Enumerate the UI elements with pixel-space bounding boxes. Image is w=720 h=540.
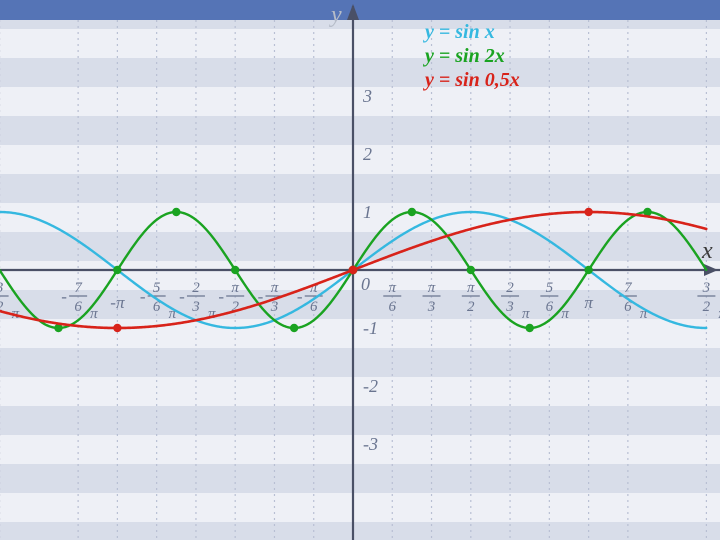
svg-text:5: 5 [546, 280, 554, 296]
grid-band [0, 58, 720, 87]
x-tick-label: -π [110, 293, 125, 312]
curve-marker [113, 324, 121, 332]
svg-text:3: 3 [191, 299, 200, 315]
svg-text:-: - [218, 287, 224, 306]
svg-text:-: - [179, 287, 185, 306]
curve-marker [172, 208, 180, 216]
svg-text:2: 2 [192, 280, 200, 296]
grid-band [0, 174, 720, 203]
curve-marker [467, 266, 475, 274]
origin-label: 0 [361, 274, 370, 294]
grid-band [0, 493, 720, 522]
y-tick-label: 3 [362, 86, 372, 106]
grid-band [0, 348, 720, 377]
svg-text:π: π [428, 280, 436, 296]
svg-text:π: π [584, 293, 593, 312]
svg-text:-π: -π [110, 293, 125, 312]
y-tick-label: 2 [363, 144, 372, 164]
svg-text:3: 3 [702, 280, 711, 296]
svg-text:2: 2 [703, 299, 711, 315]
svg-text:π: π [310, 280, 318, 296]
svg-text:π: π [271, 280, 279, 296]
grid-band [0, 203, 720, 232]
svg-text:2: 2 [506, 280, 514, 296]
y-tick-label: 1 [363, 202, 372, 222]
y-tick-label: -2 [363, 376, 378, 396]
svg-text:3: 3 [427, 299, 436, 315]
header-bar [0, 0, 720, 20]
curve-marker [349, 266, 357, 274]
legend-item: y = sin x [423, 21, 495, 43]
grid-band [0, 87, 720, 116]
grid-band [0, 145, 720, 174]
svg-text:5: 5 [153, 280, 161, 296]
legend-item: y = sin 2x [423, 45, 505, 67]
x-tick-label: π [584, 293, 593, 312]
y-tick-label: -1 [363, 318, 378, 338]
svg-text:6: 6 [74, 299, 82, 315]
sine-chart: yx321-1-2-30-32π-76π-π-56π-23π-π2-π3-π6π… [0, 0, 720, 540]
grid-band [0, 319, 720, 348]
svg-text:6: 6 [389, 299, 397, 315]
svg-text:π: π [389, 280, 397, 296]
svg-text:π: π [231, 280, 239, 296]
grid-band [0, 522, 720, 540]
y-axis-title: y [329, 2, 342, 28]
svg-text:π: π [467, 280, 475, 296]
y-tick-label: -3 [363, 434, 378, 454]
svg-text:2: 2 [467, 299, 475, 315]
grid-band [0, 377, 720, 406]
grid-band [0, 290, 720, 319]
svg-text:-: - [61, 287, 67, 306]
legend-item: y = sin 0,5x [423, 69, 520, 91]
grid-band [0, 406, 720, 435]
svg-text:π: π [208, 306, 216, 322]
svg-text:3: 3 [505, 299, 514, 315]
grid-band [0, 464, 720, 493]
x-axis-title: x [701, 238, 713, 264]
grid-band [0, 435, 720, 464]
curve-marker [408, 208, 416, 216]
svg-text:3: 3 [0, 280, 3, 296]
curve-marker [584, 266, 592, 274]
curve-marker [113, 266, 121, 274]
grid-band [0, 116, 720, 145]
curve-marker [526, 324, 534, 332]
curve-marker [290, 324, 298, 332]
curve-marker [584, 208, 592, 216]
svg-text:π: π [522, 306, 530, 322]
svg-text:6: 6 [546, 299, 554, 315]
grid-band [0, 29, 720, 58]
curve-marker [231, 266, 239, 274]
